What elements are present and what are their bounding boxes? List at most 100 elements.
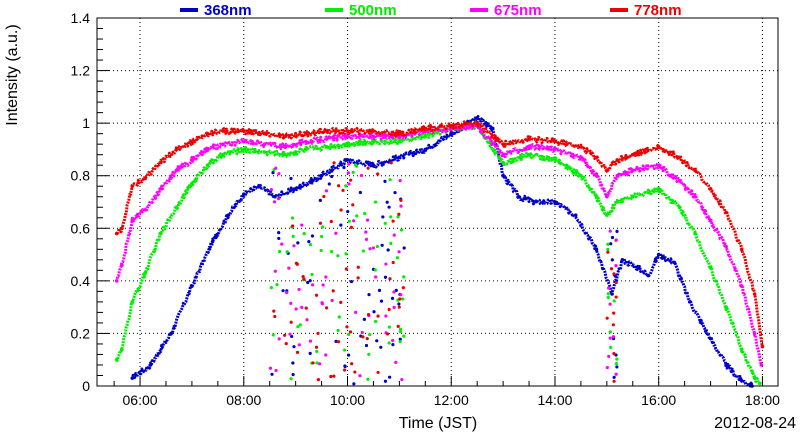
data-point (257, 184, 262, 189)
data-point (475, 116, 479, 120)
scatter-point (346, 171, 350, 175)
scatter-point (614, 280, 618, 285)
data-point (594, 155, 599, 160)
data-point (262, 142, 267, 146)
scatter-point (388, 178, 392, 182)
scatter-point (292, 345, 296, 349)
data-point (708, 336, 713, 341)
scatter-point (376, 314, 380, 318)
scatter-point (614, 372, 618, 376)
series-675nm (114, 122, 764, 382)
data-point (423, 134, 428, 139)
data-point (605, 213, 609, 217)
scatter-point (383, 379, 388, 383)
data-point (739, 378, 744, 383)
data-point (724, 305, 728, 309)
data-point (345, 158, 350, 162)
scatter-point (606, 247, 610, 251)
data-point (304, 147, 308, 152)
scatter-point (277, 172, 281, 176)
scatter-point (383, 275, 388, 279)
scatter-point (395, 256, 400, 260)
scatter-point (399, 327, 403, 331)
scatter-point (277, 236, 281, 241)
data-point (221, 152, 225, 157)
scatter-point (607, 354, 611, 358)
data-point (158, 187, 163, 191)
scatter-point (610, 258, 614, 262)
scatter-point (368, 333, 372, 337)
data-point (708, 265, 713, 270)
scatter-point (390, 296, 395, 300)
scatter-point (614, 238, 618, 242)
data-point (371, 129, 376, 133)
scatter-point (377, 288, 382, 293)
data-point (143, 176, 148, 181)
legend-label: 368nm (204, 2, 252, 19)
scatter-point (336, 340, 341, 344)
scatter-point (287, 266, 291, 270)
scatter-point (300, 223, 304, 227)
scatter-point (273, 269, 277, 273)
scatter-point (289, 301, 293, 305)
scatter-point (283, 333, 287, 337)
scatter-point (611, 335, 616, 339)
scatter-point (337, 184, 341, 188)
scatter-point (330, 174, 334, 179)
scatter-point (360, 330, 364, 335)
data-point (693, 168, 697, 173)
data-point (262, 150, 267, 154)
data-point (573, 213, 578, 217)
scatter-point (316, 331, 320, 335)
data-point (553, 139, 557, 144)
data-point (190, 139, 194, 144)
y-axis-title: Intensity (a.u.) (4, 24, 21, 125)
scatter-point (389, 241, 393, 245)
data-point (397, 155, 402, 160)
scatter-point (347, 353, 351, 357)
scatter-point (271, 171, 275, 175)
scatter-point (379, 345, 383, 349)
scatter-point (289, 320, 293, 324)
scatter-point (611, 323, 615, 327)
scatter-point (387, 325, 391, 329)
scatter-point (302, 232, 306, 236)
scatter-point (308, 242, 313, 247)
scatter-point (373, 200, 378, 204)
scatter-point (318, 362, 322, 366)
data-point (120, 226, 124, 231)
y-tick-label: 1.4 (71, 10, 91, 26)
scatter-point (392, 233, 396, 237)
scatter-point (387, 341, 391, 345)
scatter-point (354, 310, 358, 314)
scatter-point (361, 335, 365, 339)
date-label: 2012-08-24 (714, 415, 796, 432)
scatter-point (290, 216, 295, 220)
scatter-point (389, 215, 393, 219)
data-point (120, 263, 124, 267)
scatter-point (608, 336, 612, 340)
scatter-point (397, 302, 401, 306)
scatter-point (398, 329, 403, 334)
scatter-point (353, 163, 358, 167)
data-point (371, 134, 376, 139)
scatter-point (308, 279, 312, 283)
data-point (739, 247, 744, 252)
data-point (423, 147, 428, 152)
scatter-point (351, 170, 355, 174)
data-point (120, 347, 124, 352)
scatter-point (612, 311, 616, 315)
data-point (148, 363, 153, 367)
scatter-point (368, 247, 372, 251)
scatter-point (311, 361, 315, 365)
scatter-point (296, 325, 300, 329)
data-point (490, 126, 495, 131)
scatter-point (348, 330, 353, 334)
data-point (579, 173, 583, 178)
legend-label: 500nm (349, 2, 397, 19)
scatter-point (402, 334, 406, 338)
y-tick-label: 0.4 (71, 273, 91, 289)
data-point (724, 363, 728, 367)
scatter-point (289, 176, 293, 181)
